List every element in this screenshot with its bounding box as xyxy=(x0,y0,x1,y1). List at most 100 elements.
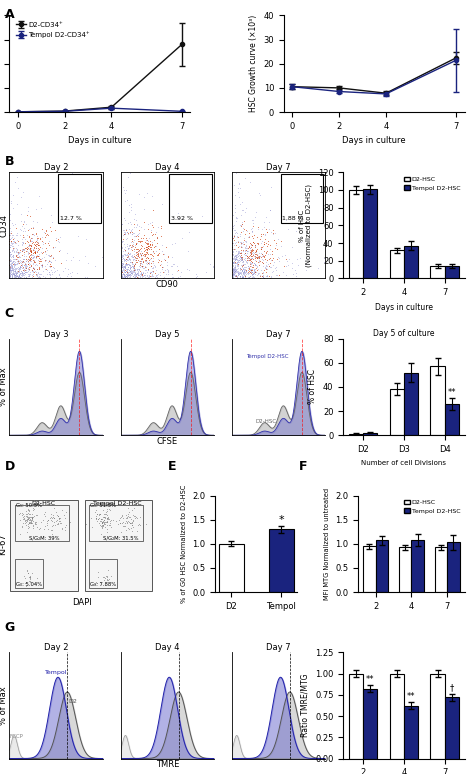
Point xyxy=(142,246,149,259)
Point xyxy=(20,269,27,281)
Point xyxy=(8,272,15,285)
Point xyxy=(28,265,36,277)
Point xyxy=(6,229,13,241)
Point xyxy=(119,228,127,241)
Point xyxy=(247,223,255,235)
Point xyxy=(136,268,144,280)
Point xyxy=(149,250,156,262)
Point xyxy=(234,247,241,259)
Point xyxy=(15,250,23,262)
Point xyxy=(142,235,149,248)
Point xyxy=(24,512,32,524)
Point xyxy=(246,245,254,258)
Point xyxy=(12,272,19,285)
Point xyxy=(32,249,39,262)
Point xyxy=(124,217,132,229)
Point xyxy=(98,272,106,284)
Point xyxy=(130,264,137,276)
Point xyxy=(146,239,153,252)
Point xyxy=(145,264,152,276)
Point xyxy=(128,240,136,252)
Point xyxy=(262,262,270,275)
Point xyxy=(43,258,50,270)
Point xyxy=(248,225,256,238)
Point xyxy=(30,255,38,268)
Point xyxy=(31,245,39,258)
Point xyxy=(246,258,254,270)
Point xyxy=(237,198,244,211)
Point xyxy=(239,268,246,280)
Point xyxy=(231,255,238,268)
Point xyxy=(6,262,14,274)
Point xyxy=(125,264,133,276)
Point xyxy=(49,512,56,524)
Point xyxy=(246,253,254,265)
Point xyxy=(237,252,245,265)
Point xyxy=(98,251,106,263)
Point xyxy=(35,242,43,255)
Point xyxy=(257,251,265,263)
Point xyxy=(320,252,328,264)
Point xyxy=(140,269,147,281)
Point xyxy=(16,507,24,519)
Point xyxy=(6,241,13,254)
Point xyxy=(93,515,100,528)
Point xyxy=(122,260,129,272)
Point xyxy=(31,516,39,529)
Bar xyxy=(219,544,244,592)
Point xyxy=(35,262,43,275)
Point xyxy=(15,264,23,276)
Point xyxy=(16,255,23,267)
Point xyxy=(132,242,140,255)
Point xyxy=(96,509,104,521)
Point xyxy=(236,236,243,248)
Point xyxy=(13,270,20,283)
Point xyxy=(42,262,49,275)
Point xyxy=(148,269,156,281)
Point xyxy=(246,244,254,256)
Point xyxy=(124,246,132,259)
Point xyxy=(18,245,26,258)
Point xyxy=(245,240,253,252)
Point xyxy=(237,259,245,272)
Point xyxy=(134,266,141,279)
Point xyxy=(135,244,143,256)
Point xyxy=(128,522,135,534)
Point xyxy=(105,512,112,525)
Point xyxy=(241,255,249,267)
Point xyxy=(209,261,217,273)
Point xyxy=(132,272,140,285)
Point xyxy=(142,248,150,260)
Point xyxy=(10,259,18,272)
Point xyxy=(133,262,140,275)
Point xyxy=(6,254,14,266)
Point xyxy=(252,259,260,271)
Point xyxy=(16,271,24,283)
Point xyxy=(25,268,32,280)
Point xyxy=(250,272,257,284)
Point xyxy=(38,259,46,272)
Point xyxy=(247,272,255,285)
Point xyxy=(235,255,242,267)
Point xyxy=(247,252,255,265)
Point xyxy=(229,264,237,276)
Point xyxy=(123,270,131,283)
Point xyxy=(55,235,63,248)
Point xyxy=(263,272,271,284)
Point xyxy=(30,269,37,282)
Text: **: ** xyxy=(366,675,374,684)
Point xyxy=(243,250,250,262)
Point xyxy=(107,513,115,526)
Point xyxy=(236,251,244,263)
Point xyxy=(28,512,36,524)
Point xyxy=(241,261,249,273)
Point xyxy=(73,267,81,279)
Point xyxy=(13,198,20,211)
Point xyxy=(34,270,41,283)
Point xyxy=(259,253,266,265)
Point xyxy=(37,255,45,267)
Point xyxy=(22,262,30,275)
Point xyxy=(22,515,29,528)
Point xyxy=(228,248,236,261)
Point xyxy=(121,516,129,529)
